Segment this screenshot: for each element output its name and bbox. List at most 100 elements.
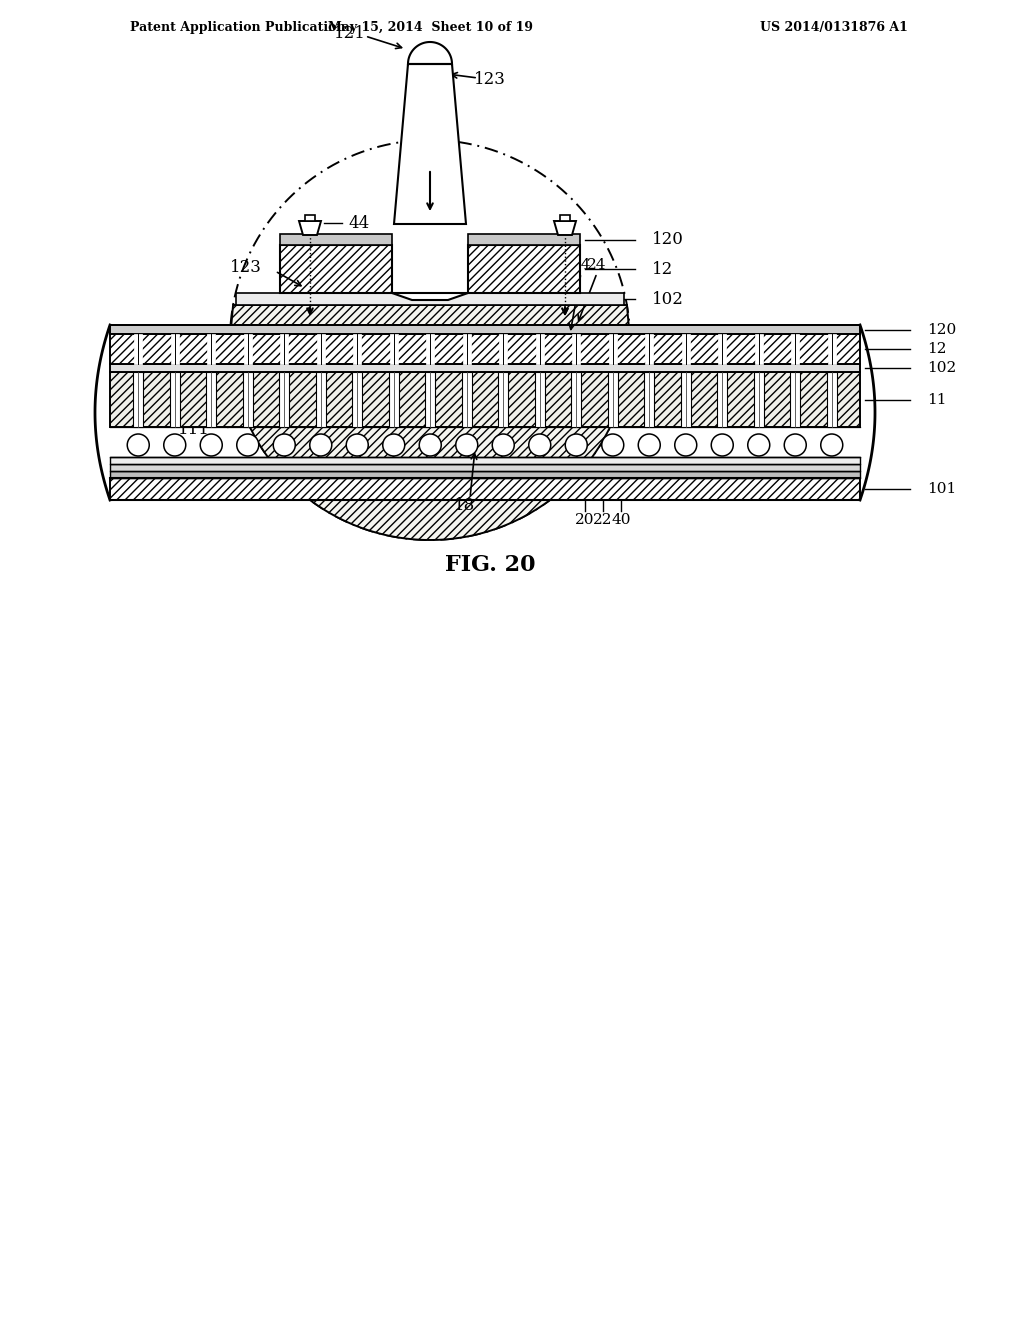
Text: 16: 16 (555, 257, 574, 272)
Polygon shape (207, 334, 215, 364)
Text: 111: 111 (178, 421, 210, 438)
Circle shape (675, 434, 696, 455)
Text: 14: 14 (571, 257, 591, 272)
Polygon shape (717, 372, 727, 426)
Polygon shape (468, 246, 580, 293)
Polygon shape (244, 334, 252, 364)
Text: 24: 24 (587, 257, 607, 272)
Polygon shape (572, 334, 581, 364)
Polygon shape (110, 457, 860, 465)
Text: FIG. 20: FIG. 20 (444, 554, 536, 576)
Polygon shape (315, 372, 326, 426)
Polygon shape (236, 293, 625, 305)
Polygon shape (352, 372, 362, 426)
Text: 40: 40 (611, 513, 631, 527)
Circle shape (383, 434, 404, 455)
Circle shape (712, 434, 733, 455)
Polygon shape (110, 364, 860, 372)
Polygon shape (718, 334, 726, 364)
Polygon shape (644, 372, 654, 426)
Circle shape (273, 434, 295, 455)
Text: 12: 12 (927, 342, 946, 356)
Circle shape (309, 434, 332, 455)
Circle shape (784, 434, 806, 455)
Polygon shape (681, 372, 691, 426)
Text: 11: 11 (652, 396, 673, 413)
Polygon shape (133, 372, 143, 426)
Polygon shape (645, 334, 653, 364)
Polygon shape (280, 372, 289, 426)
Polygon shape (426, 334, 434, 364)
Polygon shape (560, 215, 570, 220)
Text: FIG. 19: FIG. 19 (385, 469, 475, 491)
Polygon shape (827, 334, 836, 364)
Polygon shape (608, 334, 616, 364)
Polygon shape (468, 234, 580, 246)
Text: May 15, 2014  Sheet 10 of 19: May 15, 2014 Sheet 10 of 19 (328, 21, 532, 34)
Text: 101: 101 (927, 482, 956, 496)
Polygon shape (826, 372, 837, 426)
Circle shape (821, 434, 843, 455)
Circle shape (456, 434, 478, 455)
Polygon shape (281, 334, 288, 364)
Polygon shape (499, 372, 508, 426)
Text: 20: 20 (575, 513, 595, 527)
Text: 120: 120 (927, 322, 956, 337)
Polygon shape (425, 372, 435, 426)
Polygon shape (230, 305, 630, 540)
Circle shape (638, 434, 660, 455)
Polygon shape (389, 372, 398, 426)
Polygon shape (110, 372, 860, 426)
Circle shape (493, 434, 514, 455)
Circle shape (201, 434, 222, 455)
Polygon shape (500, 334, 507, 364)
Circle shape (528, 434, 551, 455)
Polygon shape (305, 215, 315, 220)
Polygon shape (134, 334, 142, 364)
Polygon shape (608, 372, 617, 426)
Polygon shape (390, 334, 397, 364)
Text: 11: 11 (927, 392, 946, 407)
Text: 18: 18 (455, 498, 475, 515)
Polygon shape (754, 372, 764, 426)
Text: US 2014/0131876 A1: US 2014/0131876 A1 (760, 21, 908, 34)
Polygon shape (110, 325, 860, 334)
Text: 120: 120 (652, 231, 684, 248)
Circle shape (565, 434, 587, 455)
Polygon shape (792, 334, 800, 364)
Polygon shape (791, 372, 800, 426)
Text: 102: 102 (927, 360, 956, 375)
Polygon shape (299, 220, 321, 235)
Polygon shape (536, 334, 544, 364)
Circle shape (164, 434, 185, 455)
Polygon shape (316, 334, 325, 364)
Polygon shape (394, 42, 466, 224)
Circle shape (237, 434, 259, 455)
Polygon shape (280, 246, 392, 293)
Polygon shape (206, 372, 216, 426)
Text: 22: 22 (593, 513, 612, 527)
Circle shape (748, 434, 770, 455)
Polygon shape (462, 372, 472, 426)
Circle shape (602, 434, 624, 455)
Text: 121: 121 (334, 25, 366, 42)
Text: Patent Application Publication: Patent Application Publication (130, 21, 345, 34)
Polygon shape (535, 372, 545, 426)
Polygon shape (554, 220, 575, 235)
Polygon shape (755, 334, 763, 364)
Circle shape (346, 434, 369, 455)
Polygon shape (280, 234, 392, 246)
Polygon shape (463, 334, 471, 364)
Polygon shape (353, 334, 361, 364)
Polygon shape (110, 471, 860, 478)
Text: 12: 12 (652, 260, 673, 277)
Polygon shape (110, 334, 860, 364)
Polygon shape (243, 372, 253, 426)
Circle shape (419, 434, 441, 455)
Polygon shape (110, 478, 860, 500)
Text: 123: 123 (230, 260, 262, 276)
Polygon shape (170, 372, 180, 426)
Polygon shape (110, 465, 860, 471)
Text: 102: 102 (652, 290, 684, 308)
Text: 44: 44 (348, 214, 370, 231)
